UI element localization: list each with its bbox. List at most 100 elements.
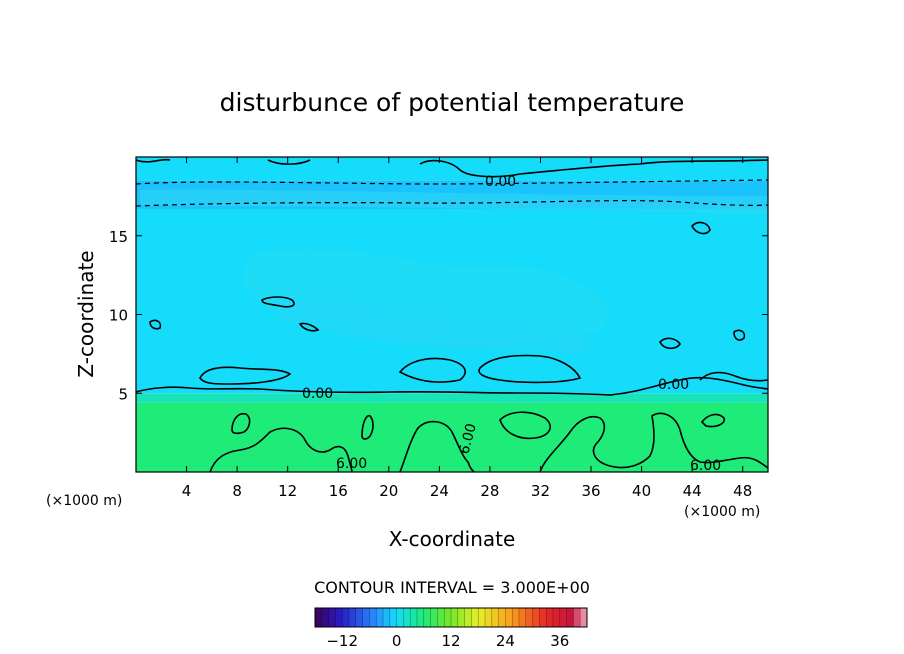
colorbar-cell bbox=[559, 608, 567, 627]
field-band bbox=[136, 402, 768, 472]
colorbar-cell bbox=[478, 608, 486, 627]
contour-label: 0.00 bbox=[658, 377, 689, 393]
colorbar-cell bbox=[491, 608, 499, 627]
colorbar-cell bbox=[403, 608, 411, 627]
colorbar-tick-label: 12 bbox=[441, 632, 460, 650]
contour-zero-right-small bbox=[699, 371, 768, 382]
contour-six-d bbox=[539, 412, 768, 472]
contour-six-f bbox=[361, 415, 374, 440]
contour-label: 0.00 bbox=[485, 174, 516, 190]
x-tick-label: 32 bbox=[531, 482, 550, 500]
contour-dashed-upper bbox=[136, 179, 768, 185]
y-tick-label: 5 bbox=[118, 385, 128, 403]
colorbar-cell bbox=[362, 608, 370, 627]
contour-six-a bbox=[209, 427, 353, 472]
colorbar-cell bbox=[389, 608, 397, 627]
y-axis: 5 10 15 bbox=[109, 228, 768, 403]
contour-island-2 bbox=[659, 337, 681, 350]
colorbar-frame bbox=[314, 607, 588, 628]
colorbar-cell bbox=[525, 608, 533, 627]
contour-zero-top bbox=[419, 159, 768, 178]
colorbar-cell bbox=[355, 608, 363, 627]
field-band bbox=[136, 157, 768, 181]
y-tick-label: 15 bbox=[109, 228, 128, 246]
contour-island-5 bbox=[149, 319, 162, 330]
colorbar bbox=[314, 607, 588, 628]
contour-zero-lower bbox=[136, 376, 768, 396]
x-tick-label: 20 bbox=[379, 482, 398, 500]
x-tick-label: 36 bbox=[581, 482, 600, 500]
x-tick-label: 44 bbox=[683, 482, 702, 500]
colorbar-tick-label: −12 bbox=[326, 632, 358, 650]
contour-six-b bbox=[399, 420, 475, 472]
colorbar-cell bbox=[457, 608, 465, 627]
colorbar-cell bbox=[566, 608, 574, 627]
colorbar-cell bbox=[464, 608, 472, 627]
chart-title: disturbunce of potential temperature bbox=[220, 88, 685, 117]
x-tick-label: 28 bbox=[480, 482, 499, 500]
colorbar-cell bbox=[444, 608, 452, 627]
temperature-field bbox=[136, 157, 768, 472]
contour-six-g bbox=[700, 413, 726, 428]
colorbar-cell bbox=[546, 608, 554, 627]
contour-zero-top-left bbox=[136, 158, 171, 163]
contour-lines bbox=[136, 158, 768, 472]
colorbar-tick-label: 0 bbox=[392, 632, 402, 650]
colorbar-cell bbox=[573, 608, 581, 627]
colorbar-cell bbox=[315, 608, 323, 627]
x-tick-label: 4 bbox=[182, 482, 192, 500]
contour-label: 6.00 bbox=[336, 456, 367, 472]
contour-zero-top-small bbox=[267, 159, 311, 165]
colorbar-cell bbox=[553, 608, 561, 627]
colorbar-cell bbox=[417, 608, 425, 627]
colorbar-cell bbox=[349, 608, 357, 627]
y-tick-label: 10 bbox=[109, 307, 128, 325]
colorbar-cell bbox=[539, 608, 547, 627]
contour-island-3 bbox=[691, 221, 711, 235]
x-unit-left: (×1000 m) bbox=[46, 493, 122, 509]
contour-zero-blob-left bbox=[199, 366, 292, 385]
contour-island-1 bbox=[261, 296, 295, 308]
colorbar-cell bbox=[519, 608, 527, 627]
x-unit-right: (×1000 m) bbox=[684, 504, 760, 520]
colorbar-cell bbox=[369, 608, 377, 627]
colorbar-cell bbox=[471, 608, 479, 627]
x-tick-label: 24 bbox=[430, 482, 449, 500]
x-tick-label: 12 bbox=[278, 482, 297, 500]
colorbar-cell bbox=[335, 608, 343, 627]
colorbar-cell bbox=[532, 608, 540, 627]
x-axis: 4 8 12 16 20 24 28 32 36 40 44 48 bbox=[182, 157, 752, 500]
colorbar-cell bbox=[512, 608, 520, 627]
colorbar-labels: −12 0 12 24 36 bbox=[326, 632, 569, 650]
contour-label: 6.00 bbox=[456, 422, 480, 456]
colorbar-cell bbox=[328, 608, 336, 627]
contour-six-c bbox=[499, 411, 551, 440]
y-axis-title: Z-coordinate bbox=[74, 250, 98, 377]
x-tick-label: 8 bbox=[232, 482, 242, 500]
colorbar-tick-label: 24 bbox=[496, 632, 515, 650]
field-texture bbox=[140, 189, 768, 353]
colorbar-cell bbox=[383, 608, 391, 627]
contour-zero-blob-mid bbox=[398, 357, 466, 383]
colorbar-cell bbox=[396, 608, 404, 627]
x-tick-label: 48 bbox=[733, 482, 752, 500]
colorbar-cell bbox=[451, 608, 459, 627]
contour-label: 0.00 bbox=[302, 386, 333, 402]
colorbar-cell bbox=[423, 608, 431, 627]
contour-labels: 0.00 0.00 0.00 6.00 6.00 6.00 bbox=[302, 174, 721, 474]
colorbar-cell bbox=[376, 608, 384, 627]
contour-interval-text: CONTOUR INTERVAL = 3.000E+00 bbox=[314, 578, 590, 597]
colorbar-cell bbox=[410, 608, 418, 627]
contour-zero-blob-right bbox=[478, 354, 582, 384]
colorbar-tick-label: 36 bbox=[550, 632, 569, 650]
colorbar-cell bbox=[321, 608, 329, 627]
contour-label: 6.00 bbox=[690, 458, 721, 474]
contour-island-4 bbox=[733, 329, 746, 341]
colorbar-cell bbox=[505, 608, 513, 627]
x-tick-label: 16 bbox=[329, 482, 348, 500]
contour-island-6 bbox=[298, 322, 320, 332]
contour-six-e bbox=[231, 412, 251, 435]
colorbar-cell bbox=[342, 608, 350, 627]
colorbar-cell bbox=[580, 608, 588, 627]
